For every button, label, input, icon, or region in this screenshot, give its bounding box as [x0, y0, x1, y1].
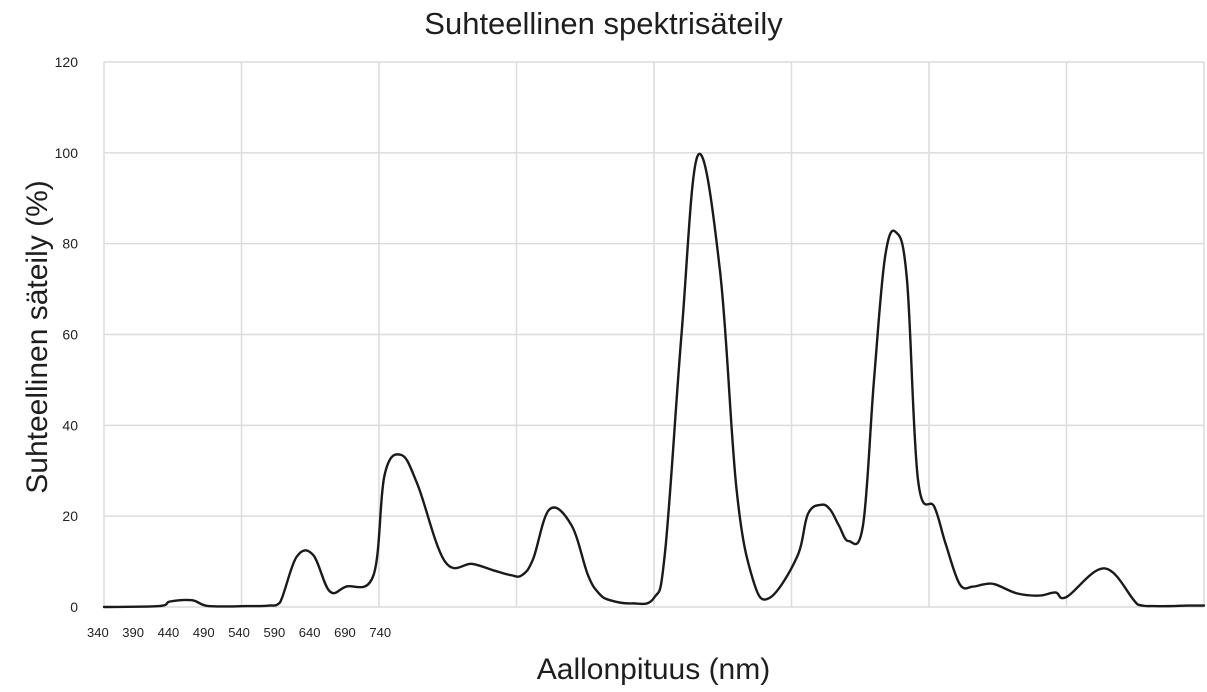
x-tick-label: 440: [158, 625, 180, 640]
y-tick-label: 60: [62, 327, 78, 343]
x-tick-label: 490: [193, 625, 215, 640]
y-tick-labels: 0 20 40 60 80 100 120: [55, 54, 79, 615]
x-tick-label: 390: [122, 625, 144, 640]
x-tick-label: 590: [264, 625, 286, 640]
y-tick-label: 0: [70, 599, 78, 615]
x-tick-label: 740: [369, 625, 391, 640]
y-tick-label: 80: [62, 236, 78, 252]
chart-title: Suhteellinen spektrisäteily: [424, 6, 783, 41]
y-tick-label: 20: [62, 508, 78, 524]
y-tick-label: 120: [55, 54, 79, 70]
x-tick-labels: 340 390 440 490 540 590 640 690 740: [87, 625, 391, 640]
x-axis-label: Aallonpituus (nm): [536, 653, 771, 686]
x-tick-label: 540: [228, 625, 250, 640]
x-tick-label: 640: [299, 625, 321, 640]
x-tick-label: 690: [334, 625, 356, 640]
x-tick-label: 340: [87, 625, 109, 640]
spectrum-line: [102, 152, 1206, 609]
grid-lines: [103, 61, 1205, 608]
y-tick-label: 100: [55, 145, 79, 161]
y-tick-label: 40: [62, 417, 78, 433]
